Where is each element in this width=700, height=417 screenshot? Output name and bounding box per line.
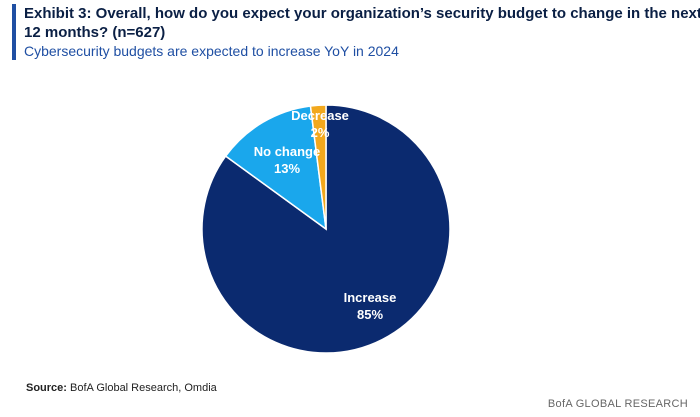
chart-header: Exhibit 3: Overall, how do you expect yo… xyxy=(12,4,700,60)
slice-label-decrease: Decrease xyxy=(291,108,349,123)
pie-chart: Increase 85% No change 13% Decrease 2% xyxy=(201,104,451,354)
pie-slice-decrease xyxy=(309,104,327,230)
slice-value-no-change: 13% xyxy=(274,161,300,176)
source-text: BofA Global Research, Omdia xyxy=(70,382,217,394)
source-note: Source: BofA Global Research, Omdia xyxy=(26,382,217,394)
chart-title: Exhibit 3: Overall, how do you expect yo… xyxy=(24,5,700,41)
footer-brand: BofA GLOBAL RESEARCH xyxy=(547,398,688,410)
chart-subtitle: Cybersecurity budgets are expected to in… xyxy=(24,43,399,59)
source-label: Source: xyxy=(26,382,67,394)
slice-label-increase: Increase xyxy=(344,290,397,305)
pie-slice-no-change xyxy=(224,105,327,231)
slice-label-no-change: No change xyxy=(254,144,320,159)
slice-value-decrease: 2% xyxy=(311,125,330,140)
slice-value-increase: 85% xyxy=(357,307,383,322)
